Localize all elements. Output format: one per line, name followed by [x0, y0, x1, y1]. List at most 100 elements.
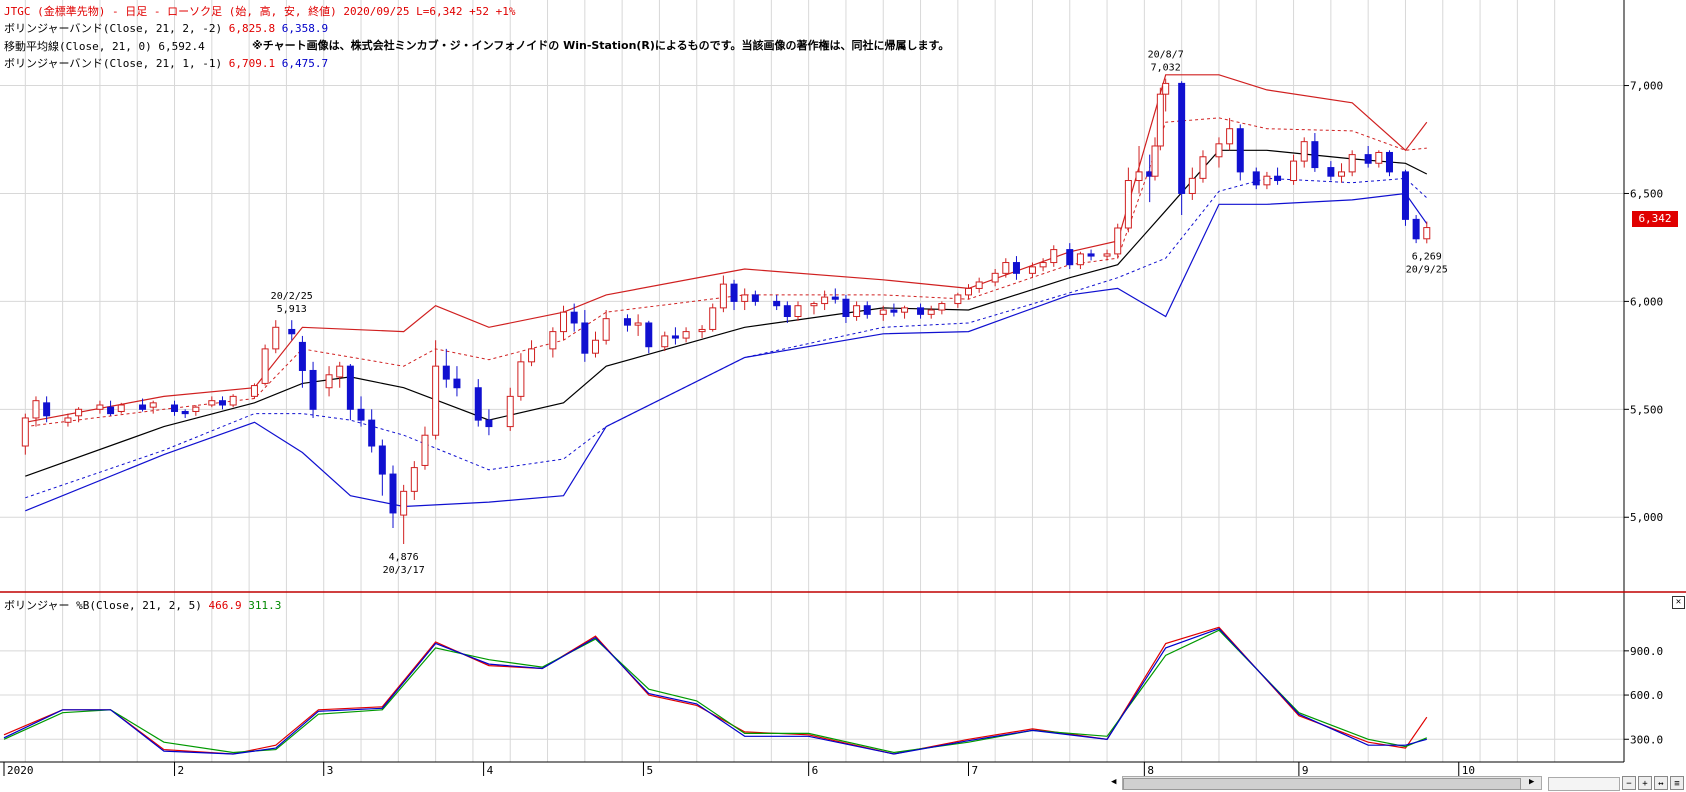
zoom-slider[interactable]: [1548, 777, 1620, 791]
candle-body: [602, 318, 610, 341]
candle-body: [149, 402, 157, 408]
candle-body: [1226, 128, 1234, 145]
candle-body: [821, 296, 829, 305]
candle-body: [927, 309, 935, 315]
pctb-series-line-3: [3, 628, 1427, 755]
lower-band-1-line: [25, 177, 1428, 499]
annotation-label: 4,876: [389, 552, 419, 563]
legend-bb1-upper: 6,709.1: [228, 57, 276, 70]
candle-body: [485, 419, 493, 428]
x-tick-label: 10: [1462, 764, 1475, 777]
x-tick-label: 4: [487, 764, 494, 777]
close-icon[interactable]: ✕: [1672, 596, 1685, 609]
candle-body: [1327, 167, 1335, 177]
candle-body: [975, 281, 983, 289]
candle-body: [432, 365, 440, 436]
candle-body: [1199, 156, 1207, 179]
scroll-right-icon[interactable]: ▶: [1529, 777, 1535, 787]
candle-body: [730, 283, 738, 302]
candle-body: [634, 322, 642, 326]
scroll-thumb[interactable]: [1123, 778, 1521, 790]
zoom-in-icon[interactable]: +: [1638, 776, 1652, 790]
indicator-value-red: 466.9: [208, 599, 242, 612]
indicator-label: ボリンジャー %B(Close, 21, 2, 5): [4, 599, 202, 612]
annotation-label: 20/8/7: [1148, 50, 1184, 61]
y-tick-label: 300.0: [1630, 733, 1663, 746]
candle-body: [1215, 143, 1223, 158]
x-tick-label: 2020: [7, 764, 34, 777]
candle-body: [591, 339, 599, 354]
candle-body: [879, 309, 887, 315]
annotation-label: 6,269: [1412, 251, 1442, 262]
candle-body: [1348, 154, 1356, 173]
y-tick-label: 6,500: [1630, 187, 1663, 200]
legend-bb2-upper: 6,825.8: [228, 22, 276, 35]
candle-body: [698, 328, 706, 333]
candle-body: [1401, 171, 1409, 220]
y-tick-label: 7,000: [1630, 80, 1663, 93]
x-tick-label: 6: [812, 764, 819, 777]
candle-body: [863, 305, 871, 315]
x-tick-label: 3: [327, 764, 334, 777]
y-tick-label: 600.0: [1630, 689, 1663, 702]
annotation-label: 5,913: [277, 304, 307, 315]
candle-body: [709, 307, 717, 330]
candle-body: [1274, 175, 1282, 182]
candle-body: [1028, 266, 1036, 274]
candle-body: [96, 404, 104, 410]
candle-body: [1162, 82, 1170, 95]
x-tick-label: 9: [1302, 764, 1309, 777]
candle-body: [741, 294, 749, 302]
annotation-label: 20/2/25: [271, 291, 313, 302]
candle-body: [410, 467, 418, 492]
candle-body: [325, 374, 333, 389]
candle-body: [570, 311, 578, 324]
candle-body: [645, 322, 653, 348]
legend-bb2-label: ボリンジャーバンド(Close, 21, 2, -2): [4, 22, 223, 35]
legend-bb1-lower: 6,475.7: [281, 57, 329, 70]
candle-body: [794, 305, 802, 318]
candle-body: [1076, 253, 1084, 266]
candle-body: [1002, 262, 1010, 274]
candle-body: [528, 348, 536, 363]
pctb-series-line-1: [3, 626, 1428, 755]
horizontal-scrollbar[interactable]: ◀ ▶: [1111, 776, 1542, 790]
candle-body: [288, 328, 296, 335]
candle-body: [751, 294, 759, 302]
candle-body: [901, 307, 909, 313]
candle-body: [517, 361, 525, 397]
candle-body: [389, 473, 397, 514]
candle-body: [671, 335, 679, 339]
candle-body: [117, 404, 125, 412]
candle-body: [1375, 151, 1383, 164]
annotation-label: 20/9/25: [1406, 264, 1448, 275]
candle-body: [261, 348, 269, 384]
candle-body: [1385, 151, 1393, 173]
legend-bb1-label: ボリンジャーバンド(Close, 21, 1, -1): [4, 57, 223, 70]
x-tick-label: 2: [178, 764, 185, 777]
candle-body: [1135, 171, 1143, 182]
candle-body: [1364, 154, 1372, 164]
scroll-left-icon[interactable]: ◀: [1111, 777, 1117, 787]
candle-body: [853, 305, 861, 318]
candle-body: [192, 406, 200, 412]
pctb-series-line-2: [3, 629, 1428, 754]
candle-body: [442, 365, 450, 380]
indicator-value-green: 311.3: [248, 599, 282, 612]
indicator-legend: ボリンジャー %B(Close, 21, 2, 5) 466.9 311.3: [4, 597, 281, 613]
legend-bb2-lower: 6,358.9: [281, 22, 329, 35]
candle-body: [181, 410, 189, 415]
candle-body: [298, 341, 306, 371]
candle-body: [64, 417, 72, 423]
fit-icon[interactable]: ↔: [1654, 776, 1668, 790]
candle-body: [938, 303, 946, 311]
upper-band-2-line: [25, 74, 1428, 423]
x-tick-label: 8: [1147, 764, 1154, 777]
zoom-out-icon[interactable]: −: [1622, 776, 1636, 790]
candle-body: [75, 408, 83, 417]
settings-icon[interactable]: ≡: [1670, 776, 1684, 790]
candle-body: [474, 387, 482, 421]
candle-body: [368, 419, 376, 447]
candle-body: [32, 400, 40, 419]
